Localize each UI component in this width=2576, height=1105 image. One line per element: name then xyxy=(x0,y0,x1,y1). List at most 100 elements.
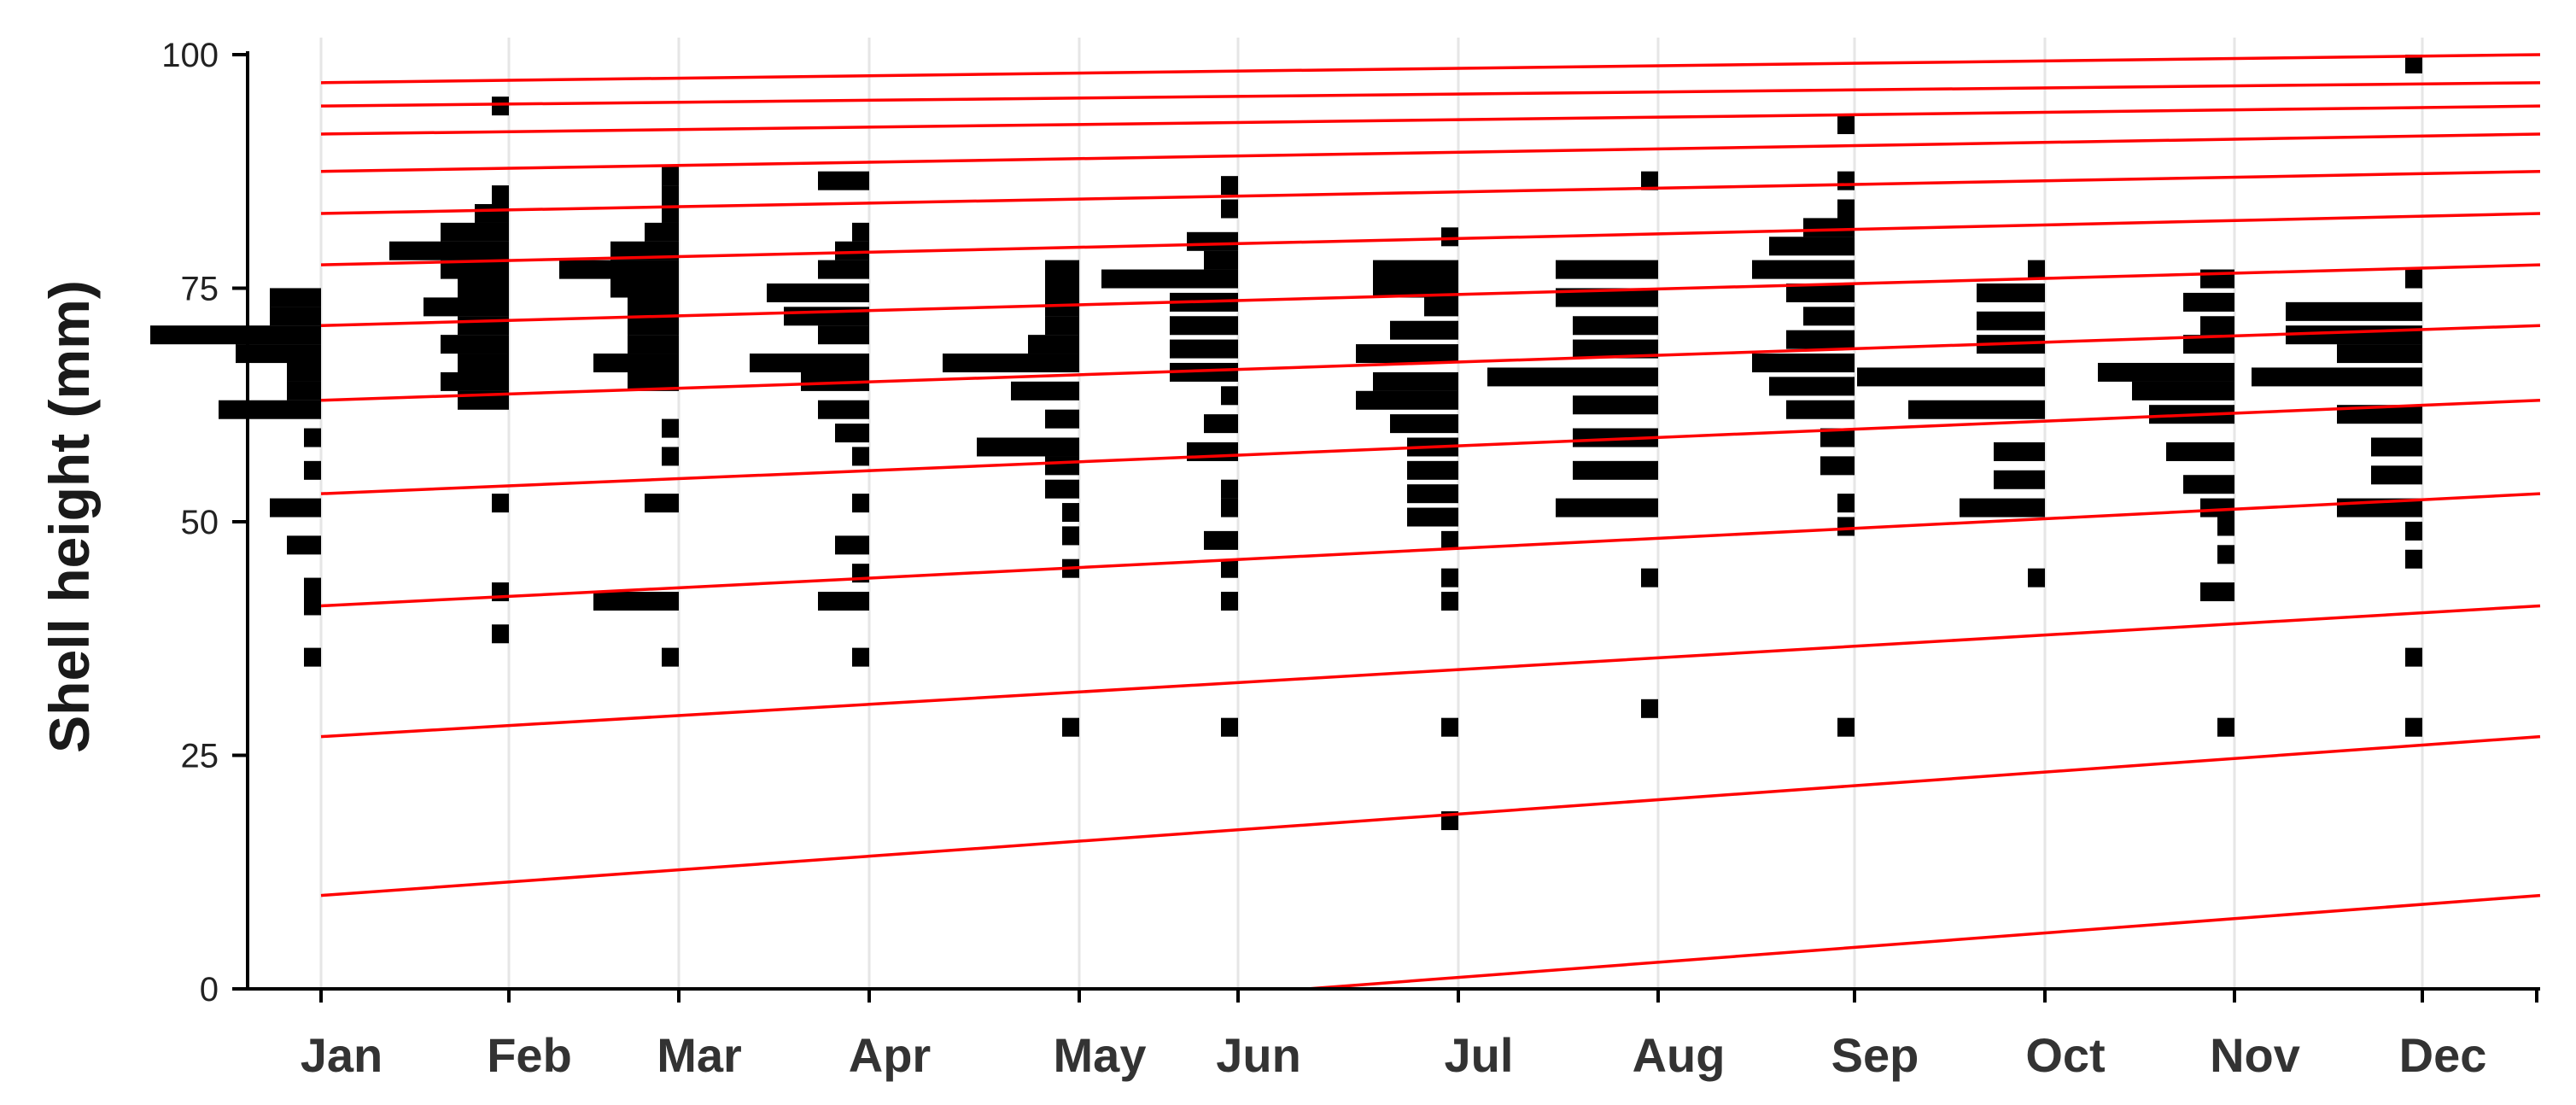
growth-curve-3 xyxy=(320,132,2541,173)
x-tick-label-sep: Sep xyxy=(1831,1028,1919,1082)
bar-jun-1 xyxy=(1221,591,1238,611)
bar-dec-1 xyxy=(2405,647,2422,667)
x-tick-label-dec: Dec xyxy=(2399,1028,2487,1082)
bar-jun-10 xyxy=(1170,339,1238,359)
bar-may-6 xyxy=(977,437,1079,457)
growth-curve-12 xyxy=(1306,893,2541,991)
bar-aug-1 xyxy=(1641,568,1658,588)
bar-aug-8 xyxy=(1573,316,1658,336)
bar-jan-11 xyxy=(150,325,321,345)
x-tick-label-jan: Jan xyxy=(301,1028,383,1082)
bar-jul-1 xyxy=(1441,717,1458,737)
y-tick-label-100: 100 xyxy=(161,37,219,74)
bar-feb-4 xyxy=(441,371,509,391)
bar-aug-0 xyxy=(1641,699,1658,718)
bar-aug-3 xyxy=(1573,460,1658,480)
bar-jul-9 xyxy=(1390,414,1458,434)
bar-aug-10 xyxy=(1556,260,1658,279)
bar-oct-8 xyxy=(1977,283,2045,302)
bar-jun-15 xyxy=(1187,231,1238,251)
bar-may-13 xyxy=(1045,278,1079,298)
bar-mar-0 xyxy=(662,647,679,667)
bar-jul-5 xyxy=(1407,507,1458,527)
bar-dec-9 xyxy=(2337,344,2422,364)
bar-mar-5 xyxy=(628,371,679,391)
bar-jun-17 xyxy=(1221,176,1238,196)
bar-dec-0 xyxy=(2405,717,2422,737)
bar-mar-13 xyxy=(645,222,679,242)
x-tick-label-may: May xyxy=(1054,1028,1147,1082)
growth-curve-6 xyxy=(320,263,2541,328)
bar-oct-9 xyxy=(2028,260,2045,279)
bar-mar-14 xyxy=(662,203,679,223)
growth-curve-4 xyxy=(320,170,2541,215)
growth-curve-2 xyxy=(320,104,2541,136)
bar-jul-2 xyxy=(1441,591,1458,611)
bar-aug-11 xyxy=(1641,171,1658,190)
bar-nov-10 xyxy=(2183,335,2234,354)
bar-jan-10 xyxy=(236,344,321,364)
bar-feb-9 xyxy=(458,278,509,298)
bar-may-8 xyxy=(1011,381,1079,400)
bar-nov-6 xyxy=(2166,441,2234,461)
x-tick-label-nov: Nov xyxy=(2210,1028,2300,1082)
bar-dec-8 xyxy=(2252,367,2422,387)
bar-jul-16 xyxy=(1373,260,1458,279)
x-tick-label-aug: Aug xyxy=(1633,1028,1726,1082)
bar-may-12 xyxy=(1045,297,1079,317)
bar-oct-1 xyxy=(1960,498,2045,517)
bar-jul-4 xyxy=(1441,530,1458,550)
bar-sep-8 xyxy=(1786,330,1855,349)
bar-oct-7 xyxy=(1977,311,2045,330)
bar-jul-6 xyxy=(1407,484,1458,504)
bar-sep-5 xyxy=(1786,400,1855,419)
bar-jan-2 xyxy=(304,577,321,597)
x-tick-label-apr: Apr xyxy=(849,1028,931,1082)
bar-jul-13 xyxy=(1390,320,1458,340)
bar-oct-5 xyxy=(1857,367,2045,387)
bar-nov-5 xyxy=(2183,475,2234,494)
bar-dec-3 xyxy=(2405,521,2422,541)
bar-mar-8 xyxy=(628,316,679,336)
bar-feb-2 xyxy=(492,494,509,513)
bar-nov-2 xyxy=(2217,545,2234,564)
bar-jun-0 xyxy=(1221,717,1238,737)
bar-sep-3 xyxy=(1820,456,1855,476)
x-tick-label-jul: Jul xyxy=(1445,1028,1514,1082)
bar-nov-3 xyxy=(2217,517,2234,536)
x-tick-label-feb: Feb xyxy=(487,1028,572,1082)
bar-nov-8 xyxy=(2132,381,2234,400)
bar-dec-7 xyxy=(2337,405,2422,424)
bar-aug-9 xyxy=(1556,288,1658,307)
bar-apr-7 xyxy=(818,400,869,419)
y-tick-label-0: 0 xyxy=(200,971,219,1009)
bar-aug-4 xyxy=(1573,428,1658,447)
bar-may-4 xyxy=(1045,479,1079,499)
bar-may-5 xyxy=(1045,456,1079,476)
bar-sep-2 xyxy=(1837,494,1855,513)
growth-curve-10 xyxy=(320,604,2541,739)
bar-mar-6 xyxy=(593,354,679,373)
bar-aug-2 xyxy=(1556,498,1658,517)
y-axis-ticks: 0 25 50 75 100 xyxy=(161,37,248,1009)
bar-feb-14 xyxy=(492,185,509,205)
bar-feb-8 xyxy=(423,297,509,317)
bar-jun-9 xyxy=(1170,362,1238,382)
bar-feb-12 xyxy=(441,222,509,242)
y-tick-label-50: 50 xyxy=(181,504,219,541)
bar-sep-7 xyxy=(1752,354,1855,373)
growth-curve-0 xyxy=(320,53,2541,85)
bar-jan-7 xyxy=(219,400,321,419)
bar-may-14 xyxy=(1045,260,1079,279)
bar-jun-2 xyxy=(1221,558,1238,578)
bar-jan-9 xyxy=(287,362,321,382)
bar-mar-7 xyxy=(628,335,679,354)
growth-curve-7 xyxy=(320,324,2541,402)
histogram-bars xyxy=(150,54,2422,831)
bar-oct-3 xyxy=(1994,441,2045,461)
bar-jan-6 xyxy=(304,428,321,447)
bar-apr-3 xyxy=(835,535,869,555)
bar-jun-8 xyxy=(1221,386,1238,406)
x-axis-ticks: Jan Feb Mar Apr May Jun Jul Aug Sep Oct Nov Dec xyxy=(301,989,2538,1082)
bar-sep-1 xyxy=(1837,517,1855,536)
